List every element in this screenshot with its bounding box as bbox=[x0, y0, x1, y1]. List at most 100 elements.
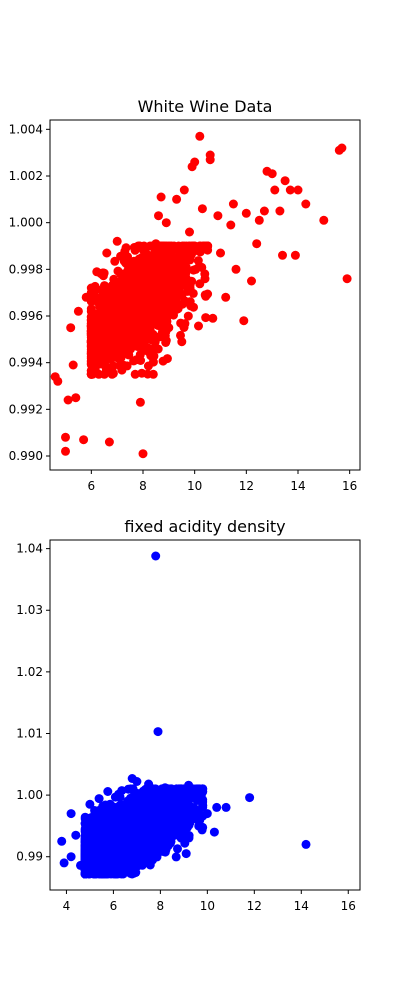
data-point bbox=[241, 208, 251, 218]
data-point bbox=[144, 816, 154, 826]
y-tick-label: 0.992 bbox=[9, 402, 43, 416]
data-point bbox=[123, 866, 133, 876]
data-point bbox=[121, 276, 131, 286]
data-point bbox=[73, 306, 83, 316]
data-point bbox=[86, 327, 96, 336]
data-point bbox=[160, 783, 170, 793]
data-point bbox=[133, 288, 143, 298]
x-tick-label: 10 bbox=[187, 479, 202, 493]
data-point bbox=[198, 802, 208, 812]
data-point bbox=[97, 269, 107, 279]
data-point bbox=[120, 299, 130, 309]
data-point bbox=[160, 818, 170, 828]
data-point bbox=[103, 322, 113, 332]
y-tick-label: 1.01 bbox=[16, 726, 43, 740]
data-points bbox=[50, 131, 352, 459]
data-point bbox=[114, 842, 124, 852]
data-point bbox=[103, 787, 113, 796]
data-point bbox=[191, 790, 201, 800]
data-point bbox=[177, 337, 187, 347]
data-point bbox=[172, 799, 182, 808]
data-point bbox=[209, 827, 219, 837]
data-point bbox=[126, 794, 136, 804]
data-point bbox=[76, 860, 85, 870]
data-point bbox=[200, 274, 210, 284]
data-point bbox=[183, 311, 193, 321]
data-point bbox=[107, 344, 117, 354]
data-point bbox=[123, 330, 133, 340]
data-point bbox=[94, 293, 104, 303]
data-point bbox=[98, 821, 108, 831]
data-point bbox=[170, 302, 180, 312]
data-point bbox=[124, 284, 134, 294]
data-point bbox=[161, 338, 171, 347]
data-point bbox=[191, 264, 201, 274]
data-point bbox=[146, 351, 156, 361]
data-point bbox=[342, 274, 352, 284]
y-tick-label: 1.02 bbox=[16, 665, 43, 679]
data-point bbox=[156, 192, 166, 202]
data-point bbox=[66, 852, 76, 862]
data-point bbox=[71, 830, 81, 840]
data-point bbox=[179, 251, 189, 260]
data-point bbox=[86, 369, 96, 379]
data-point bbox=[80, 812, 90, 822]
data-point bbox=[275, 206, 285, 216]
x-axis: 4 6 8 10 12 14 16 bbox=[63, 890, 356, 913]
data-point bbox=[259, 206, 269, 216]
data-point bbox=[81, 847, 91, 857]
data-point bbox=[110, 256, 120, 266]
data-point bbox=[184, 278, 194, 288]
scatter-plot-white-wine: White Wine Data 6 8 10 12 14 16 0.9900.9920.9… bbox=[9, 97, 361, 493]
data-point bbox=[124, 805, 133, 815]
data-point bbox=[117, 362, 127, 372]
data-point bbox=[136, 815, 146, 825]
data-point bbox=[102, 248, 112, 258]
data-point bbox=[141, 253, 151, 263]
data-point bbox=[89, 334, 99, 344]
data-point bbox=[245, 793, 255, 803]
data-point bbox=[113, 266, 123, 276]
data-point bbox=[193, 256, 203, 266]
x-tick-label: 12 bbox=[247, 899, 262, 913]
data-point bbox=[138, 300, 148, 310]
data-point bbox=[61, 432, 70, 442]
data-point bbox=[102, 840, 112, 850]
data-point bbox=[110, 316, 120, 326]
data-point bbox=[143, 361, 153, 371]
data-point bbox=[123, 260, 132, 270]
x-tick-label: 14 bbox=[294, 899, 309, 913]
data-point bbox=[92, 859, 102, 868]
data-point bbox=[80, 854, 90, 864]
data-point bbox=[153, 344, 163, 354]
data-point bbox=[133, 241, 143, 251]
data-point bbox=[173, 844, 182, 854]
data-point bbox=[301, 839, 311, 849]
data-point bbox=[205, 155, 215, 165]
data-point bbox=[179, 185, 189, 195]
data-point bbox=[81, 292, 91, 302]
y-tick-label: 0.996 bbox=[9, 309, 43, 323]
x-tick-label: 6 bbox=[110, 899, 118, 913]
data-point bbox=[68, 360, 78, 370]
data-point bbox=[117, 287, 127, 297]
data-point bbox=[176, 290, 186, 300]
data-point bbox=[199, 243, 209, 253]
y-axis: 0.990 0.992 0.994 0.996 0.998 1.000 1.002 1.004 bbox=[9, 122, 50, 463]
data-point bbox=[267, 169, 277, 179]
data-point bbox=[184, 831, 194, 840]
data-point bbox=[169, 821, 179, 831]
data-point bbox=[168, 245, 178, 255]
data-point bbox=[128, 337, 138, 347]
y-tick-label: 1.04 bbox=[16, 542, 43, 556]
data-point bbox=[86, 360, 96, 370]
data-point bbox=[122, 859, 132, 869]
data-point bbox=[195, 131, 205, 141]
data-point bbox=[143, 269, 153, 279]
data-point bbox=[57, 836, 67, 846]
x-tick-label: 14 bbox=[290, 479, 305, 493]
data-point bbox=[134, 325, 144, 335]
y-tick-label: 1.002 bbox=[9, 169, 43, 183]
data-point bbox=[161, 218, 171, 228]
